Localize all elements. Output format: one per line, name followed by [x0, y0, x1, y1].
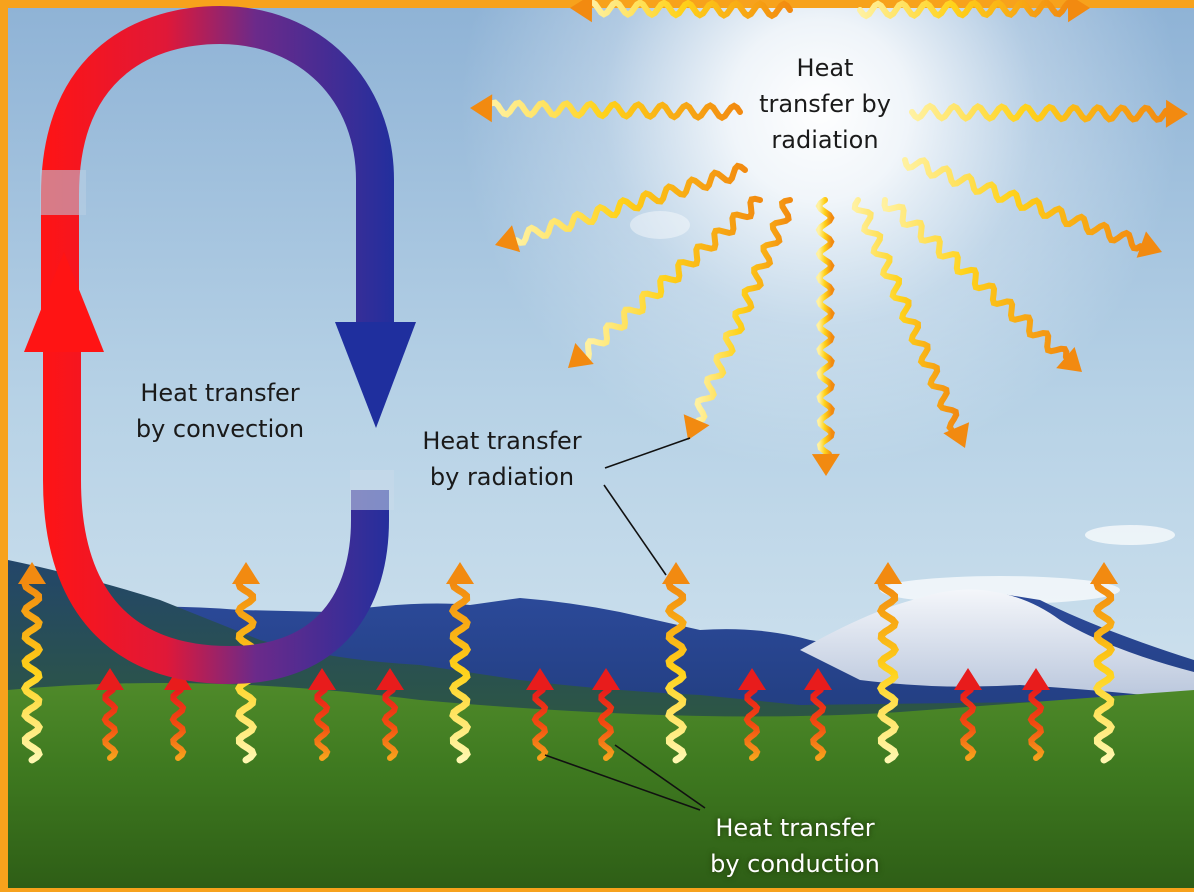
ground-radiation-wave-5	[876, 580, 900, 764]
ground-radiation-wave-1	[20, 580, 44, 764]
ground-radiation-wave-5-head	[874, 562, 902, 584]
radiation-ray-3-head	[495, 225, 521, 253]
conduction-wave-3-head	[308, 668, 336, 690]
grass-field	[8, 682, 1194, 888]
radiation-ray-11	[857, 0, 1071, 20]
convection-loop-bottom	[43, 340, 389, 685]
radiation-waves	[470, 0, 1188, 476]
conduction-wave-10	[1027, 687, 1045, 761]
conduction-wave-3	[313, 687, 331, 761]
ground-radiation-wave-3-head	[446, 562, 474, 584]
convection-loop	[41, 5, 394, 330]
label-radiation-sun: Heat transfer by radiation	[759, 54, 891, 154]
ground-radiation-wave-4	[664, 580, 688, 764]
radiation-ray-2-head	[1165, 99, 1188, 128]
conduction-wave-10-head	[1022, 668, 1050, 690]
conduction-wave-9-head	[954, 668, 982, 690]
label-conduction: Heat transfer by conduction	[710, 814, 880, 878]
radiation-ray-9-head	[943, 422, 970, 448]
radiation-ray-2	[909, 102, 1169, 123]
radiation-ray-1-head	[470, 94, 493, 123]
radiation-ray-8-head	[811, 453, 840, 476]
radiation-ray-9	[851, 197, 960, 433]
radiation-ray-6	[881, 197, 1070, 360]
conduction-wave-5-head	[526, 668, 554, 690]
convection-fade-bottom	[350, 470, 394, 510]
label-convection: Heat transfer by convection	[135, 379, 305, 443]
conduction-wave-2	[169, 687, 187, 761]
ground-radiation-wave-1-head	[18, 562, 46, 584]
ground-radiation-wave-4-head	[662, 562, 690, 584]
conduction-wave-8-head	[804, 668, 832, 690]
ground-radiation-wave-6-head	[1090, 562, 1118, 584]
convection-arrowhead-up	[24, 252, 104, 352]
radiation-ray-7-head	[683, 414, 710, 440]
snowy-peaks	[800, 589, 1194, 700]
conduction-wave-5	[531, 687, 549, 761]
radiation-ray-5-head	[568, 343, 594, 368]
ground-radiation-wave-2-head	[232, 562, 260, 584]
conduction-wave-8	[809, 687, 827, 761]
radiation-ray-4	[902, 157, 1144, 252]
label-radiation-ground: Heat transfer by radiation	[422, 427, 582, 491]
radiation-ray-6-head	[1056, 347, 1082, 372]
radiation-ray-8	[815, 197, 835, 457]
conduction-wave-6-head	[592, 668, 620, 690]
radiation-ray-10-head	[570, 0, 593, 23]
conduction-wave-1-head	[96, 668, 124, 690]
conduction-wave-2-head	[164, 668, 192, 690]
ground-waves	[18, 562, 1118, 764]
conduction-wave-4	[381, 687, 399, 761]
conduction-wave-6	[597, 687, 615, 761]
conduction-wave-7-head	[738, 668, 766, 690]
ground-radiation-wave-6	[1092, 580, 1116, 764]
radiation-ray-3	[513, 162, 748, 246]
conduction-wave-9	[959, 687, 977, 761]
radiation-ray-10	[589, 0, 793, 20]
radiation-ray-7	[694, 197, 793, 424]
ground-radiation-wave-3	[448, 580, 472, 764]
convection-arrowhead-down	[335, 322, 416, 428]
conduction-wave-1	[101, 687, 119, 761]
convection-fade-top	[40, 170, 86, 215]
radiation-ray-11-head	[1067, 0, 1090, 23]
radiation-ray-1	[489, 99, 743, 122]
radiation-ray-4-head	[1136, 231, 1162, 258]
leader-lines	[544, 437, 706, 811]
radiation-ray-5	[584, 195, 763, 361]
conduction-wave-7	[743, 687, 761, 761]
conduction-wave-4-head	[376, 668, 404, 690]
